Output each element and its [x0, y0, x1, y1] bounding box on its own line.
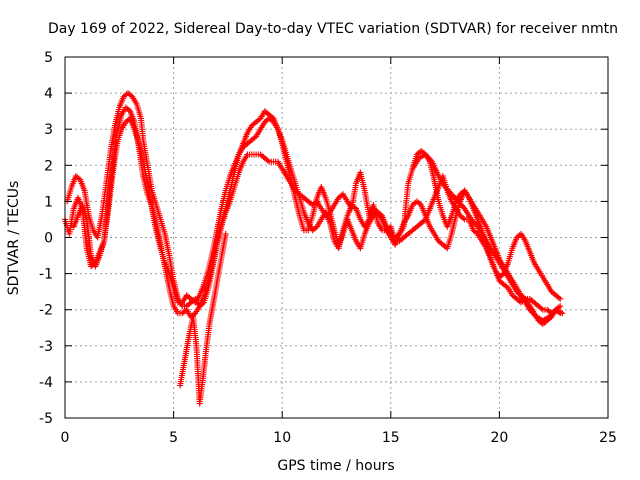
y-tick-label: -3: [39, 339, 53, 355]
y-tick-label: 3: [44, 122, 53, 138]
y-tick-label: 2: [44, 158, 53, 174]
x-tick-label: 20: [490, 430, 508, 446]
series-track-c: [70, 115, 564, 328]
data-point: [557, 295, 564, 302]
x-tick-label: 10: [273, 430, 291, 446]
data-point: [425, 154, 432, 161]
data-point: [442, 184, 449, 190]
y-tick-label: -2: [39, 303, 53, 319]
data-point: [517, 293, 524, 299]
data-point: [426, 155, 433, 162]
y-tick-label: -1: [39, 267, 53, 283]
chart-title: Day 169 of 2022, Sidereal Day-to-day VTE…: [48, 21, 618, 37]
series-track-d: [177, 230, 229, 407]
data-point: [538, 305, 545, 312]
x-tick-label: 5: [169, 430, 178, 446]
x-axis-label: GPS time / hours: [277, 458, 394, 474]
series-track-a: [64, 90, 564, 317]
x-tick-label: 15: [382, 430, 400, 446]
data-point: [457, 201, 464, 208]
x-tick-label: 0: [61, 430, 70, 446]
data-series: [62, 90, 566, 407]
data-point: [549, 311, 555, 317]
y-tick-label: -4: [39, 375, 53, 391]
series-trace: [73, 117, 561, 325]
data-point: [546, 313, 553, 320]
y-tick-label: 0: [44, 231, 53, 247]
y-tick-label: 5: [44, 50, 53, 66]
data-point: [451, 194, 458, 201]
data-point: [557, 303, 564, 310]
axis-ticks: [64, 56, 609, 419]
data-point: [453, 197, 460, 203]
data-point: [443, 185, 450, 192]
data-point: [559, 310, 566, 317]
data-point: [460, 204, 467, 211]
data-point: [469, 217, 476, 224]
data-point: [448, 191, 455, 198]
data-point: [422, 151, 429, 158]
y-tick-label: 1: [44, 194, 53, 210]
series-track-e: [409, 151, 566, 324]
data-point: [526, 306, 533, 313]
data-point: [446, 188, 452, 195]
data-point: [460, 215, 467, 222]
data-point: [529, 309, 536, 316]
data-point: [222, 230, 229, 237]
y-tick-label: -5: [39, 411, 53, 427]
y-axis-label: SDTVAR / TECUs: [6, 181, 22, 296]
data-point: [472, 220, 479, 227]
tick-labels: -5 -4 -3 -2 -1 0 1 2 3 4 5 0 5 10 15 20 25: [39, 50, 617, 446]
y-tick-label: 4: [44, 86, 53, 102]
data-point: [555, 294, 562, 301]
x-tick-label: 25: [599, 430, 617, 446]
data-point: [455, 198, 462, 205]
data-point: [515, 290, 522, 297]
